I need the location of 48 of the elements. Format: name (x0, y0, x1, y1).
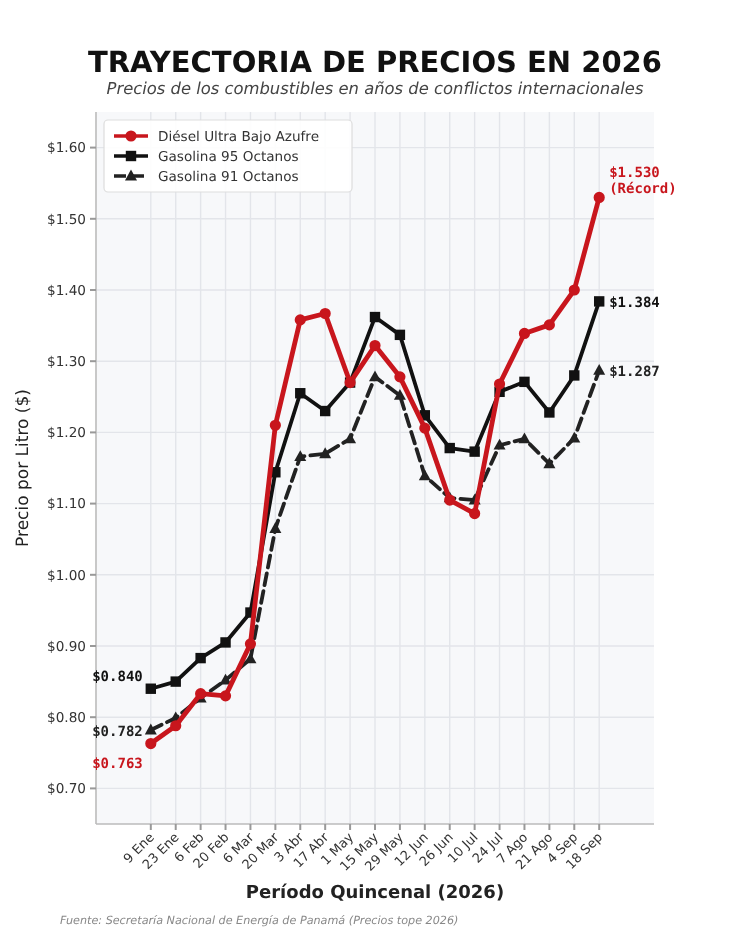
point (220, 637, 231, 648)
point (144, 723, 157, 735)
point (295, 388, 306, 399)
point (393, 388, 406, 400)
point (244, 638, 257, 650)
point (145, 737, 157, 750)
point (569, 370, 580, 381)
point (493, 378, 506, 390)
point (170, 676, 181, 687)
point (319, 307, 331, 320)
point (418, 469, 431, 481)
point (493, 438, 506, 450)
point (319, 447, 332, 459)
point (269, 419, 281, 431)
point (594, 296, 605, 307)
point (195, 652, 206, 664)
point (170, 720, 182, 732)
y-axis-title: Precio por Litro ($) (14, 389, 34, 547)
point (319, 405, 331, 417)
point (568, 431, 581, 443)
point (344, 432, 357, 444)
point (394, 371, 406, 383)
point (593, 191, 605, 204)
chart-subtitle: Precios de los combustibles en años de conflictos internacionales (106, 78, 645, 98)
point (244, 652, 257, 664)
point (394, 329, 406, 341)
point (543, 457, 556, 469)
point (369, 370, 381, 382)
point (544, 407, 555, 418)
point (469, 507, 481, 520)
point (294, 314, 306, 326)
point (518, 432, 531, 444)
point (469, 446, 480, 457)
point (219, 690, 232, 702)
point (593, 364, 606, 375)
point (269, 522, 282, 533)
point (518, 327, 531, 340)
point (294, 450, 307, 462)
point (369, 311, 381, 323)
point (543, 319, 555, 331)
point (419, 422, 431, 434)
x-axis-title: Período Quincenal (2026) (245, 882, 505, 904)
point (568, 284, 580, 296)
point (444, 442, 455, 454)
point (369, 339, 381, 352)
point (145, 683, 156, 694)
point (519, 376, 530, 388)
chart-title: TRAYECTORIA DE PRECIOS EN 2026 (88, 48, 662, 80)
